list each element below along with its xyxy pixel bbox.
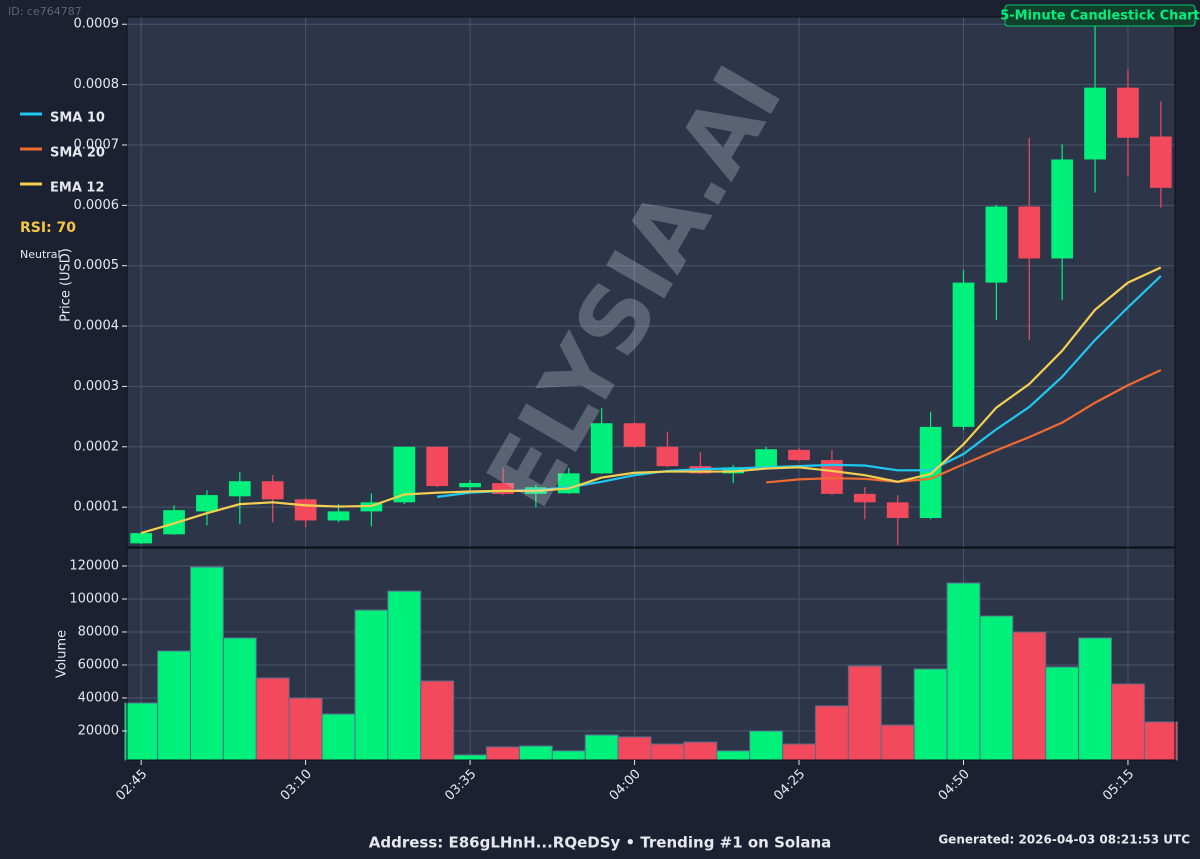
rsi-label: RSI: 70 <box>20 220 76 236</box>
y-tick-label: 80000 <box>78 624 119 639</box>
y-tick-label: 100000 <box>69 591 119 606</box>
candle-body <box>228 481 251 497</box>
y-tick-label: 0.0005 <box>74 258 120 273</box>
volume-bar <box>979 615 1014 761</box>
candle-body <box>886 502 909 519</box>
y-tick-label: 0.0001 <box>74 500 120 515</box>
candle-body <box>294 499 317 521</box>
y-tick-label: 0.0008 <box>74 77 120 92</box>
volume-bar <box>1111 683 1145 761</box>
generated: Generated: 2026-04-03 08:21:53 UTC <box>938 833 1190 847</box>
candle-body <box>393 446 416 503</box>
volume-bar <box>749 730 784 761</box>
y-tick-label: 60000 <box>78 657 119 672</box>
volume-bar <box>288 697 323 761</box>
legend-label: SMA 10 <box>50 111 105 126</box>
candle-body <box>1051 159 1074 259</box>
volume-bar <box>222 637 257 761</box>
candle-body <box>261 481 284 500</box>
volume-bar <box>321 713 356 761</box>
candle-body <box>788 449 810 461</box>
candle-body <box>1084 87 1106 160</box>
frame <box>126 16 1176 761</box>
rsi-note: Neutral <box>20 248 61 261</box>
candle-body <box>985 206 1008 283</box>
marks <box>124 24 1178 761</box>
y-tick-label: 0.0009 <box>74 17 120 32</box>
volume-bar <box>1078 637 1113 761</box>
y-tick-label: 0.0004 <box>74 319 120 334</box>
volume-bar <box>880 724 915 761</box>
candle-body <box>163 510 185 535</box>
candle-body <box>492 483 514 494</box>
indicator-line <box>766 369 1162 484</box>
volume-bar <box>683 741 718 761</box>
y-tick-label: 40000 <box>78 690 119 705</box>
x-tick-label: 04:00 <box>607 767 644 804</box>
candle-body <box>1150 136 1172 188</box>
y-tick-label: 0.0003 <box>74 379 120 394</box>
candle-body <box>130 533 152 544</box>
volume-bar <box>814 705 849 761</box>
legend-label: EMA 12 <box>50 181 105 196</box>
volume-bar <box>1143 721 1178 761</box>
volume-bar <box>124 702 159 761</box>
volume-bar <box>189 566 224 761</box>
candle-body <box>459 483 481 488</box>
title-box <box>1004 4 1196 27</box>
x-tick-label: 03:35 <box>442 767 479 804</box>
candle-body <box>1117 87 1139 138</box>
volume-bar <box>486 746 520 761</box>
x-tick-label: 04:50 <box>936 767 973 804</box>
volume-bar <box>518 745 553 761</box>
candle-body <box>426 446 449 487</box>
volume-bar <box>584 734 619 761</box>
y-tick-label: 0.0007 <box>74 137 120 152</box>
x-tick-label: 05:15 <box>1100 767 1137 804</box>
x-tick-label: 04:25 <box>771 767 808 804</box>
volume-bar <box>913 668 948 761</box>
x-tick-label: 03:10 <box>278 767 315 804</box>
candle-body <box>919 426 942 519</box>
candle-body <box>623 423 646 447</box>
y-tick-label: 20000 <box>78 723 119 738</box>
candle-body <box>722 467 745 474</box>
y-axis-label: Price (USD) <box>59 248 74 322</box>
y-tick-label: 0.0002 <box>74 439 120 454</box>
candle-body <box>755 449 777 468</box>
volume-bar <box>946 582 981 761</box>
volume-bar <box>387 590 422 761</box>
legend-label: SMA 20 <box>50 146 105 161</box>
volume-bar <box>255 677 290 761</box>
candle-body <box>327 511 350 521</box>
volume-bar <box>420 680 455 761</box>
y-tick-label: 120000 <box>69 558 119 573</box>
volume-bar <box>453 754 488 761</box>
volume-bar <box>551 750 586 761</box>
volume-bar <box>716 750 751 761</box>
page-id: ID: ce764787 <box>8 5 82 18</box>
volume-bar <box>157 650 191 761</box>
candle-body <box>952 282 975 427</box>
candle-body <box>821 460 843 494</box>
candle-body <box>196 495 218 512</box>
x-tick-label: 02:45 <box>113 767 150 804</box>
candle-body <box>656 446 679 467</box>
volume-bar <box>782 743 816 761</box>
candle-body <box>853 493 876 503</box>
volume-bar <box>354 609 389 761</box>
chart-title: 5-Minute Candlestick Chart <box>1000 9 1200 24</box>
volume-bar <box>1012 631 1047 761</box>
candle-body <box>590 423 613 474</box>
indicator-line <box>140 266 1162 535</box>
candle-body <box>1018 206 1041 259</box>
footer: Address: E86gLHnH...RQeDSy • Trending #1… <box>369 834 832 852</box>
volume-bar <box>650 743 685 761</box>
y-axis-label: Volume <box>55 630 70 678</box>
volume-bar <box>617 736 652 761</box>
y-tick-label: 0.0006 <box>74 198 120 213</box>
volume-bar <box>847 665 882 761</box>
volume-bar <box>1045 666 1080 761</box>
